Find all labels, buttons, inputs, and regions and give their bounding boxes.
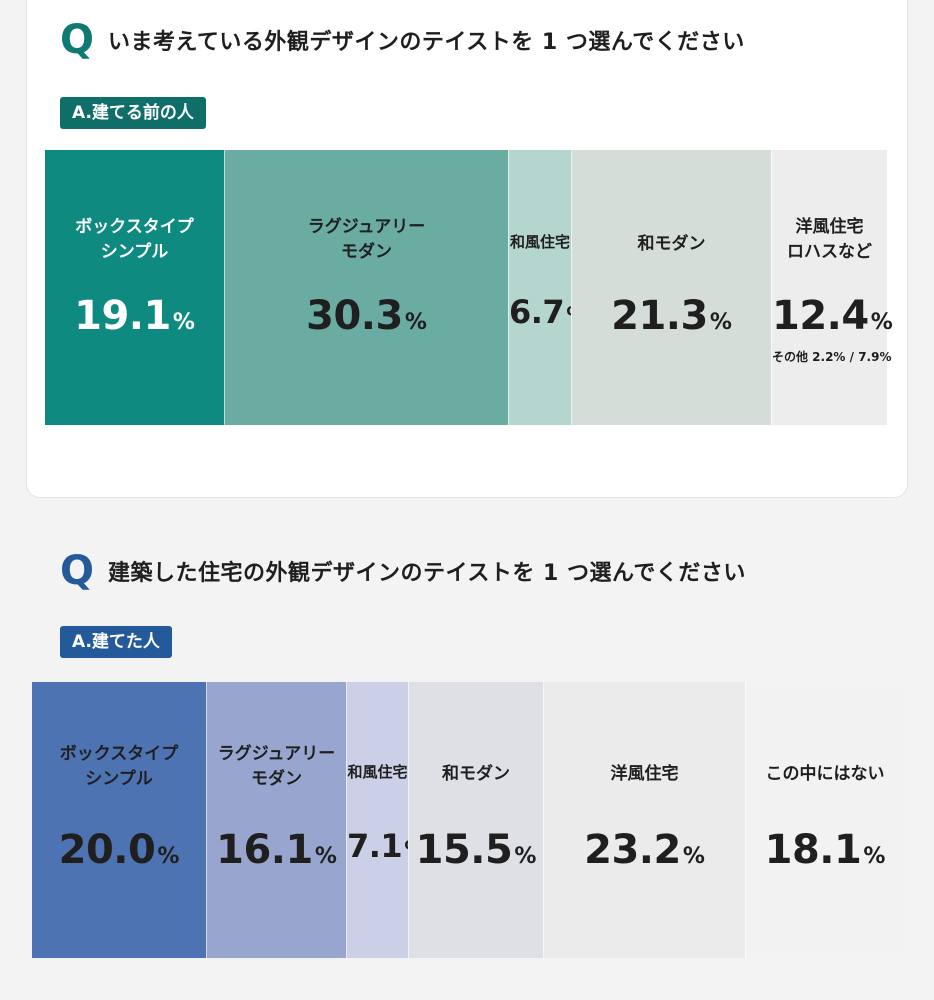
value-number: 15.5 [415,827,513,873]
value-number: 16.1 [216,827,313,873]
value-number: 12.4 [772,293,869,339]
percent-unit: % [314,844,337,869]
bar-segment: 和風住宅 6.7% [508,150,588,425]
value-number: 18.1 [764,827,862,873]
segment-label: 和モダン [637,234,706,254]
segment-label: ボックスタイプ シンプル [75,217,194,262]
question-2-header: Q 建築した住宅の外観デザインのテイストを 1 つ選んでください [60,551,746,591]
percent-unit: % [172,310,195,335]
percent-unit: % [157,844,180,869]
segment-label: この中にはない [765,764,885,784]
bar-segment: ラグジュアリー モダン 16.1% [206,682,346,958]
stacked-bar-chart-2: ボックスタイプ シンプル 20.0% ラグジュアリー モダン 16.1% 和風住宅 7.1… [32,682,904,958]
segment-label: 和モダン [442,764,510,784]
percent-unit: % [863,844,886,869]
percent-unit: % [514,844,537,869]
segment-label: 和風住宅 [347,763,408,781]
segment-value: 15.5% [409,827,543,873]
segment-value: 21.3% [572,293,771,339]
segment-value: 16.1% [207,827,346,873]
bar-segment: 和モダン 15.5% [408,682,543,958]
question-1-header: Q いま考えている外観デザインのテイストを 1 つ選んでください [60,20,745,60]
answer-badge-1: A.建てる前の人 [60,97,206,129]
segment-value: 23.2% [544,827,745,873]
value-number: 6.7 [509,293,565,331]
percent-unit: % [709,310,732,335]
value-number: 30.3 [306,293,403,339]
bar-segment: この中にはない 18.1% [745,682,904,958]
bar-segment: 洋風住宅 ロハスなど 12.4% その他 2.2% / 7.9% [771,150,893,425]
bar-segment: ボックスタイプ シンプル 20.0% [32,682,206,958]
segment-label: ラグジュアリー モダン [217,744,336,789]
question-1-text: いま考えている外観デザインのテイストを 1 つ選んでください [108,30,745,55]
segment-value: 18.1% [746,827,904,873]
segment-value: 6.7% [509,293,588,331]
other-note: その他 2.2% / 7.9% [772,350,892,364]
value-number: 7.1 [347,827,403,865]
bar-segment: ラグジュアリー モダン 30.3% [224,150,508,425]
value-number: 19.1 [74,293,171,339]
segment-label: ラグジュアリー モダン [307,217,426,262]
segment-label: 洋風住宅 ロハスなど [787,217,872,262]
percent-unit: % [870,310,893,335]
value-number: 23.2 [584,827,681,873]
value-number: 20.0 [58,827,156,873]
value-number: 21.3 [611,293,708,339]
segment-label: ボックスタイプ シンプル [59,744,179,789]
percent-unit: % [404,310,427,335]
bar-segment: 和モダン 21.3% [571,150,771,425]
segment-value: 12.4% [772,293,893,339]
bar-segment: 洋風住宅 23.2% [543,682,745,958]
stacked-bar-chart-1: ボックスタイプ シンプル 19.1% ラグジュアリー モダン 30.3% 和風住宅 6.7… [45,150,893,425]
answer-badge-2: A.建てた人 [60,626,172,658]
bar-segment: 和風住宅 7.1% [346,682,426,958]
segment-label: 和風住宅 [509,233,570,251]
segment-label: 洋風住宅 [610,764,679,784]
segment-value: 20.0% [32,827,206,873]
bar-segment: ボックスタイプ シンプル 19.1% [45,150,224,425]
q-icon: Q [60,548,95,594]
segment-value: 30.3% [225,293,508,339]
q-icon: Q [60,17,95,63]
segment-value: 19.1% [45,293,224,339]
question-2-text: 建築した住宅の外観デザインのテイストを 1 つ選んでください [108,561,746,586]
percent-unit: % [682,844,705,869]
segment-value: 7.1% [347,827,426,865]
